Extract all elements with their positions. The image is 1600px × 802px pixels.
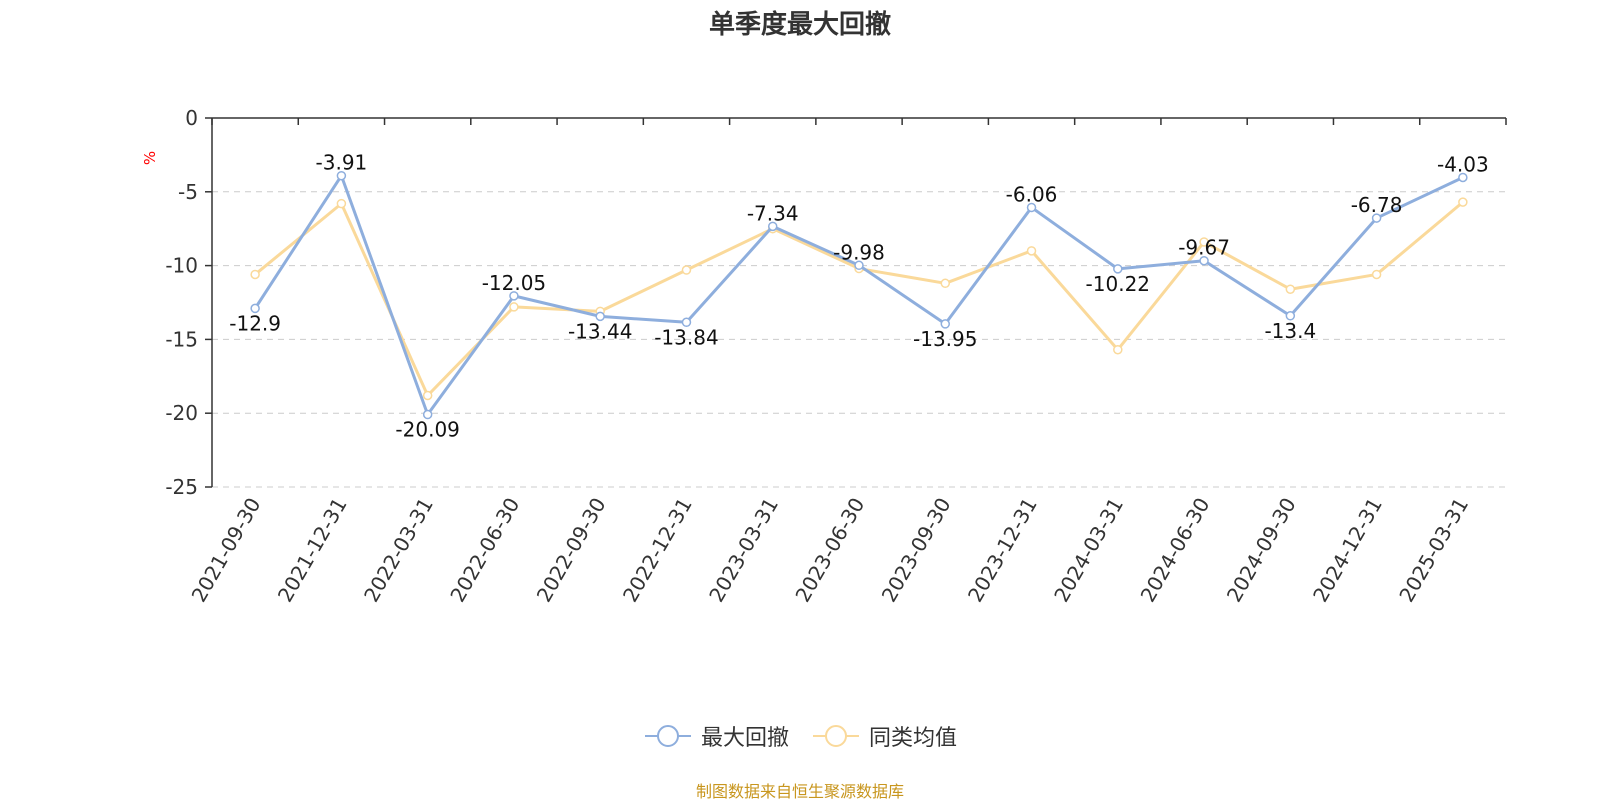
y-tick-label: -5 <box>178 180 198 204</box>
x-tick-label: 2021-12-31 <box>273 494 352 607</box>
legend-marker-series-2 <box>813 725 859 747</box>
legend-label-series-2: 同类均值 <box>869 726 958 751</box>
data-label: -12.05 <box>482 271 546 295</box>
data-point-series-2 <box>681 265 692 275</box>
data-point-series-1 <box>681 317 692 328</box>
data-label: -20.09 <box>395 418 459 442</box>
x-tick-label: 2024-03-31 <box>1049 494 1128 607</box>
x-tick-label: 2022-06-30 <box>445 494 524 607</box>
chart-title: 单季度最大回撤 <box>708 10 891 40</box>
legend-item-peer-average[interactable]: 同类均值 <box>811 720 957 752</box>
legend-label-series-1: 最大回撤 <box>700 726 789 751</box>
data-label: -9.67 <box>1178 236 1230 260</box>
legend: 最大回撤 同类均值 <box>0 720 1600 752</box>
data-point-series-2 <box>422 390 433 401</box>
source-note: 制图数据来自恒生聚源数据库 <box>695 782 904 801</box>
data-label: -13.84 <box>654 325 718 349</box>
data-point-series-1 <box>595 311 605 322</box>
x-tick-label: 2022-12-31 <box>618 494 697 607</box>
legend-item-max-drawdown[interactable]: 最大回撤 <box>643 720 789 752</box>
data-point-series-1 <box>336 170 347 181</box>
data-point-series-1 <box>1199 255 1209 266</box>
data-point-series-2 <box>509 302 519 312</box>
data-point-series-1 <box>250 303 260 314</box>
legend-marker-series-1 <box>644 725 691 747</box>
data-label: -9.98 <box>833 240 885 264</box>
data-label: -13.95 <box>913 327 977 351</box>
data-point-series-1 <box>767 221 778 232</box>
x-tick-label: 2022-03-31 <box>359 493 438 606</box>
x-tick-label: 2024-06-30 <box>1135 494 1214 607</box>
data-point-series-1 <box>1458 172 1468 183</box>
data-point-series-2 <box>1285 284 1296 294</box>
y-tick-label: -25 <box>165 475 198 499</box>
data-point-series-2 <box>1026 246 1037 256</box>
data-label: -6.06 <box>1006 182 1058 206</box>
y-unit-label: % <box>141 151 159 165</box>
x-tick-label: 2021-09-30 <box>187 494 266 607</box>
y-tick-label: -10 <box>165 254 198 278</box>
data-point-series-2 <box>250 269 260 280</box>
data-label: -6.78 <box>1351 193 1403 217</box>
data-point-series-1 <box>509 291 519 301</box>
x-tick-label: 2023-09-30 <box>877 493 956 606</box>
data-point-series-2 <box>1458 197 1468 207</box>
data-point-series-1 <box>940 319 951 329</box>
x-tick-label: 2023-12-31 <box>963 494 1042 607</box>
data-label: -12.9 <box>229 311 281 335</box>
y-tick-label: -15 <box>165 327 198 351</box>
data-point-series-1 <box>1113 264 1123 274</box>
y-tick-label: -20 <box>165 401 198 425</box>
data-point-series-2 <box>1199 237 1209 247</box>
data-point-series-1 <box>854 260 864 271</box>
data-point-series-2 <box>336 198 347 209</box>
x-tick-label: 2024-09-30 <box>1222 494 1301 607</box>
x-tick-label: 2022-09-30 <box>532 494 611 607</box>
data-label: -13.4 <box>1264 319 1316 343</box>
data-point-series-1 <box>1026 202 1037 213</box>
x-tick-label: 2025-03-31 <box>1394 494 1473 607</box>
data-point-series-1 <box>422 409 433 420</box>
data-label: -4.03 <box>1437 152 1489 176</box>
data-point-series-1 <box>1285 311 1296 321</box>
data-point-series-1 <box>1371 213 1382 223</box>
x-tick-label: 2023-03-31 <box>704 494 783 607</box>
x-tick-label: 2024-12-31 <box>1308 494 1387 607</box>
x-tick-label: 2023-06-30 <box>790 494 869 607</box>
series-line-1 <box>253 174 1464 417</box>
data-point-series-2 <box>1371 269 1382 280</box>
data-label: -3.91 <box>316 151 368 175</box>
y-tick-label: 0 <box>185 106 198 130</box>
data-point-series-2 <box>940 278 951 289</box>
data-label: -10.22 <box>1086 272 1150 296</box>
data-label: -7.34 <box>747 201 799 225</box>
data-point-series-2 <box>1113 344 1123 355</box>
data-label: -13.44 <box>568 319 632 343</box>
series-line-2 <box>254 200 1464 397</box>
